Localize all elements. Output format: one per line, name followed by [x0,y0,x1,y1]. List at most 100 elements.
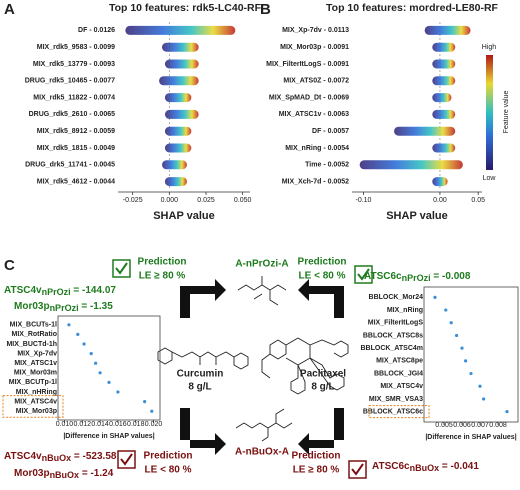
y-tick-label: MIX_ATSC1v - 0.0063 [279,111,349,118]
dot [82,342,86,346]
dot [89,352,93,356]
x-tick-label: 0.014 [91,421,109,428]
prediction-bottom-right: Prediction LE ≥ 80 % [292,451,367,479]
swarm [432,143,456,153]
bond [261,337,349,395]
x-tick-label: 0.007 [471,422,489,429]
drug-name: Paclitaxel [300,369,346,380]
swarm [162,160,187,170]
bond [157,347,249,370]
y-tick-label: MIX_BCUTp-1l [9,379,57,386]
descriptor-subscript: nPrOzi [50,303,79,313]
y-tick-label: BBLOCK_JGI4 [374,370,423,377]
dot [116,390,120,394]
chart-title: Top 10 features: mordred-LE80-RF [326,2,499,14]
y-tick-label: MIX_SMR_VSA3 [369,396,423,403]
x-tick-label: 0.00 [433,197,447,204]
y-tick-label: DRUG_drk5_11741 - 0.0045 [25,162,115,169]
y-tick-label: MIX_Xp-7dv - 0.0113 [282,27,349,34]
x-tick-label: 0.012 [74,421,92,428]
y-tick-label: MIX_FilterItLogS - 0.0091 [266,61,349,68]
y-tick-label: MIX_rdk5_8912 - 0.0059 [37,128,115,135]
molecule-curcumin [157,347,249,370]
x-tick-label: 0.016 [109,421,127,428]
swarm [159,76,199,86]
check-box [348,460,367,479]
arrow [180,279,226,318]
y-tick-label: MIX_rdk5_1815 - 0.0049 [37,145,115,152]
drug-name: Curcumin [177,369,224,380]
y-tick-label: MIX_rdk5_11822 - 0.0074 [33,94,115,101]
descriptor: Mor03p [14,301,50,312]
prediction-value: LE < 80 % [299,271,346,282]
y-tick-label: MIX_Mor03m [14,370,57,377]
y-tick-label: MIX_Xp-7dv [17,350,57,357]
dot [98,371,102,375]
y-tick-label: MIX_ATSC8pe [376,358,423,365]
arrow [298,279,344,318]
drug-concentration: 8 g/L [311,382,334,393]
check-box [112,259,131,278]
x-tick-label: 0.025 [197,197,215,204]
arrow [180,408,226,455]
x-tick-label: -0.10 [355,197,371,204]
descriptor-subscript: nPrOzi [42,287,71,297]
y-tick-label: MIX_BCUTs-1l [10,322,57,329]
check-mark [357,268,370,281]
x-tick-label: 0.006 [453,422,471,429]
y-tick-label: MIX_ATSC4v [14,398,57,405]
descriptor: ATSC4v [4,451,42,462]
molecule-name: A-nBuOx-A [235,447,289,458]
highlight-box [2,395,64,418]
x-tick-label: 0.018 [127,421,145,428]
x-axis-label: |Difference in SHAP values| [63,433,154,440]
y-tick-label: MIX_Mor03p - 0.0091 [280,44,349,51]
descriptor-subscript: nBuOx [42,453,72,463]
dot [94,361,98,365]
dot [107,380,111,384]
x-tick-label: 0.000 [161,197,179,204]
equation-value: = -144.07 [71,285,117,296]
check-box [117,450,136,469]
panel-label: C [4,257,15,274]
swarm [164,143,192,153]
swarm [164,126,192,136]
y-tick-label: Time - 0.0052 [305,162,349,169]
y-tick-label: MIX_ATSC4v [380,383,423,390]
highlight-box [368,405,430,419]
prediction-value: LE ≥ 80 % [139,271,186,282]
equation-value: = -1.35 [79,301,114,312]
swarm [164,59,199,69]
plot-frame [57,315,161,421]
dot [444,308,448,312]
y-tick-label: MIX_nRing [387,307,423,314]
prediction-label: Prediction [292,451,341,462]
dot [464,359,468,363]
y-tick-label: MIX_rdk5_9583 - 0.0099 [37,44,115,51]
descriptor: ATSC6c [364,271,402,282]
x-tick-label: 0.010 [56,421,74,428]
swarm [359,160,463,170]
y-tick-label: BBLOCK_ATSC6c [363,408,423,415]
swarm [424,25,471,35]
check-mark [115,262,128,275]
swarm [432,177,448,187]
dot [478,384,482,388]
descriptor: ATSC6c [372,461,410,472]
descriptor-subscript: nBuOx [410,463,440,473]
prediction-label: Prediction [298,257,347,268]
y-tick-label: MIX_RotRatio [12,331,58,338]
descriptor: ATSC4v [4,285,42,296]
dot [143,400,147,404]
dot [482,397,486,401]
y-tick-label: MIX_rdk5_13779 - 0.0093 [33,61,115,68]
colorbar-low: Low [483,175,497,182]
dot [433,295,437,299]
colorbar [486,55,493,170]
chart-title: Top 10 features: rdk5-LC40-RF [109,2,262,14]
prediction-value: LE < 80 % [145,465,192,476]
descriptor-subscript: nBuOx [50,470,80,480]
panel-label: B [260,1,271,18]
x-tick-label: 0.05 [471,197,485,204]
